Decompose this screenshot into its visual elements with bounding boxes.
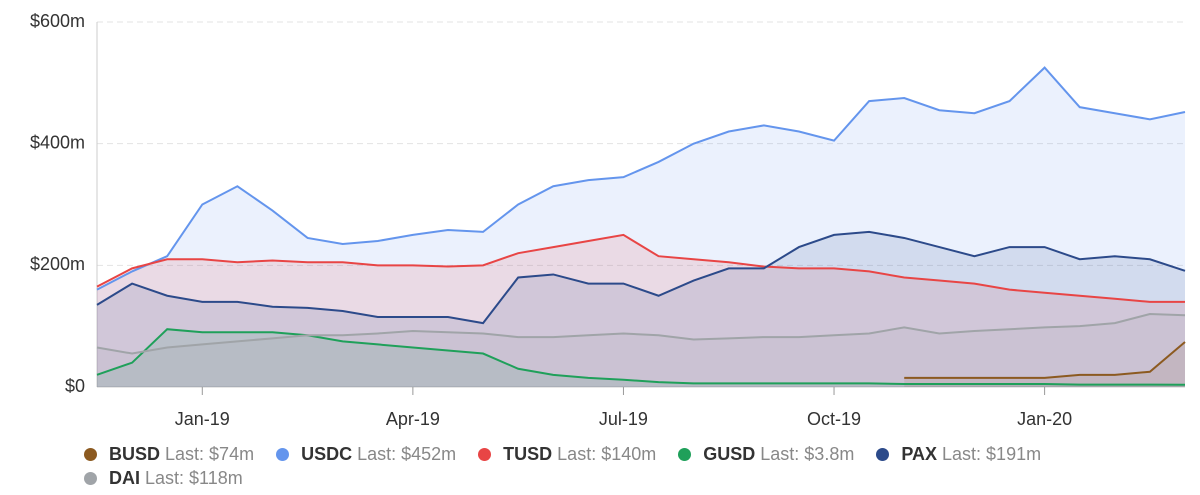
y-tick-label: $0	[65, 376, 85, 396]
legend-last-value: $140m	[601, 444, 657, 464]
series-line	[904, 341, 1186, 379]
legend-last-value: $74m	[209, 444, 255, 464]
area-fill	[97, 234, 1185, 387]
legend-last-prefix: Last:	[557, 444, 597, 464]
series-line	[96, 230, 1186, 325]
lines	[96, 66, 1186, 386]
legend-marker	[84, 448, 97, 461]
legend-label: TUSD	[503, 444, 553, 464]
legend-label: USDC	[301, 444, 353, 464]
legend-last-prefix: Last:	[357, 444, 397, 464]
chart: $0 $200m $400m $600m Jan-19 Apr-19 Jul-19 Oct-1…	[30, 11, 1186, 429]
legend-item[interactable]: GUSD Last: $3.8m	[678, 444, 854, 465]
legend-item[interactable]: USDC Last: $452m	[276, 444, 456, 465]
legend-item[interactable]: BUSD Last: $74m	[84, 444, 254, 465]
legend-last-value: $3.8m	[804, 444, 855, 464]
y-tick-label: $200m	[30, 254, 85, 274]
series-line	[96, 328, 1186, 386]
x-tick-label: Apr-19	[386, 409, 440, 429]
legend-marker	[876, 448, 890, 461]
legend-item[interactable]: TUSD Last: $140m	[478, 444, 656, 465]
area-fill	[97, 231, 1185, 387]
series-line	[96, 66, 1186, 291]
legend-last-value: $452m	[401, 444, 457, 464]
area-fill	[97, 314, 1185, 387]
legend-label: BUSD	[109, 444, 161, 464]
legend-marker	[678, 448, 692, 461]
x-tick-label: Oct-19	[807, 409, 861, 429]
y-tick-label: $600m	[30, 11, 85, 31]
legend-last-prefix: Last:	[165, 444, 205, 464]
legend: BUSD Last: $74m USDC Last: $452m TUSD Last: $140…	[84, 444, 1164, 489]
x-tick-label: Jan-20	[1017, 409, 1072, 429]
legend-last-value: $118m	[189, 468, 243, 488]
legend-item[interactable]: DAI Last: $118m	[84, 468, 243, 489]
legend-label: PAX	[901, 444, 938, 464]
legend-last-prefix: Last:	[760, 444, 800, 464]
y-tick-label: $400m	[30, 132, 85, 152]
area-fill	[97, 67, 1185, 387]
legend-label: DAI	[109, 468, 140, 488]
series-line	[96, 312, 1186, 355]
legend-marker	[478, 448, 492, 461]
legend-marker	[276, 448, 290, 461]
legend-last-value: $191m	[986, 444, 1042, 464]
legend-item[interactable]: PAX Last: $191m	[876, 444, 1041, 465]
legend-label: GUSD	[703, 444, 756, 464]
series-line	[96, 233, 1185, 303]
x-tick-label: Jul-19	[599, 409, 648, 429]
legend-last-prefix: Last:	[942, 444, 982, 464]
x-tick-label: Jan-19	[175, 409, 230, 429]
legend-last-prefix: Last:	[145, 468, 185, 488]
legend-marker	[84, 472, 97, 485]
